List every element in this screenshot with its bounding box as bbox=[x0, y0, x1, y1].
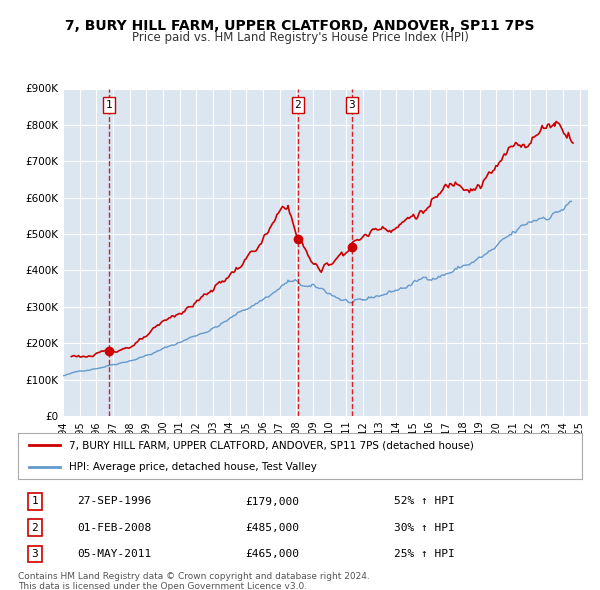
Text: 01-FEB-2008: 01-FEB-2008 bbox=[77, 523, 151, 533]
Text: HPI: Average price, detached house, Test Valley: HPI: Average price, detached house, Test… bbox=[69, 461, 317, 471]
Text: 3: 3 bbox=[32, 549, 38, 559]
Text: 52% ↑ HPI: 52% ↑ HPI bbox=[394, 497, 454, 506]
Text: 27-SEP-1996: 27-SEP-1996 bbox=[77, 497, 151, 506]
Text: 7, BURY HILL FARM, UPPER CLATFORD, ANDOVER, SP11 7PS (detached house): 7, BURY HILL FARM, UPPER CLATFORD, ANDOV… bbox=[69, 441, 473, 451]
Text: 2: 2 bbox=[32, 523, 38, 533]
Text: 1: 1 bbox=[106, 100, 112, 110]
Text: 30% ↑ HPI: 30% ↑ HPI bbox=[394, 523, 454, 533]
Text: £179,000: £179,000 bbox=[245, 497, 299, 506]
Text: £485,000: £485,000 bbox=[245, 523, 299, 533]
Text: 05-MAY-2011: 05-MAY-2011 bbox=[77, 549, 151, 559]
Text: 25% ↑ HPI: 25% ↑ HPI bbox=[394, 549, 454, 559]
Text: £465,000: £465,000 bbox=[245, 549, 299, 559]
Text: 2: 2 bbox=[294, 100, 301, 110]
Text: 7, BURY HILL FARM, UPPER CLATFORD, ANDOVER, SP11 7PS: 7, BURY HILL FARM, UPPER CLATFORD, ANDOV… bbox=[65, 19, 535, 33]
Text: Price paid vs. HM Land Registry's House Price Index (HPI): Price paid vs. HM Land Registry's House … bbox=[131, 31, 469, 44]
Text: 3: 3 bbox=[349, 100, 355, 110]
Text: This data is licensed under the Open Government Licence v3.0.: This data is licensed under the Open Gov… bbox=[18, 582, 307, 590]
Text: 1: 1 bbox=[32, 497, 38, 506]
Text: Contains HM Land Registry data © Crown copyright and database right 2024.: Contains HM Land Registry data © Crown c… bbox=[18, 572, 370, 581]
